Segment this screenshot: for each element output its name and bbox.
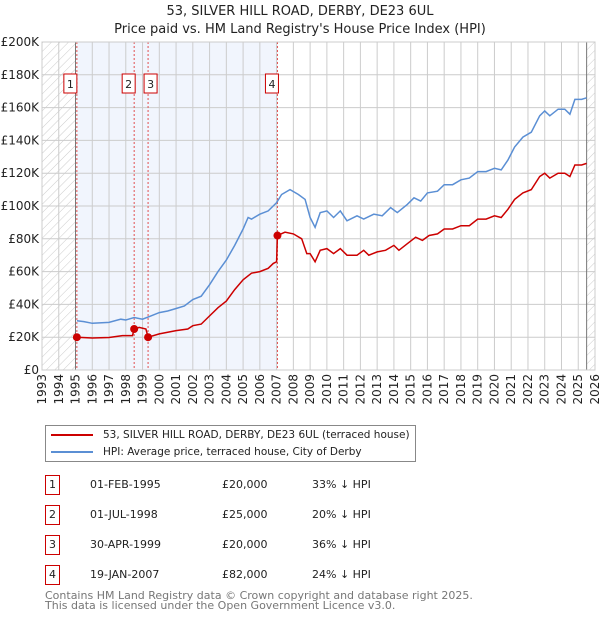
sale-point <box>144 333 153 342</box>
x-tick-label: 1994 <box>52 374 66 405</box>
hpi-line <box>76 97 587 325</box>
sale-label-box <box>121 73 136 94</box>
footer: Contains HM Land Registry data © Crown c… <box>45 589 473 612</box>
sale-label-number: 1 <box>67 78 74 91</box>
footer-copyright: Contains HM Land Registry data © Crown c… <box>45 589 473 602</box>
legend-swatch <box>51 434 93 436</box>
chart-title: 53, SILVER HILL ROAD, DERBY, DE23 6UL Pr… <box>0 3 600 39</box>
sale-hpi-diff: 20% ↓ HPI <box>312 508 371 521</box>
sale-hpi-diff: 36% ↓ HPI <box>312 538 371 551</box>
x-tick-label: 2009 <box>303 374 317 405</box>
legend-item-property: 53, SILVER HILL ROAD, DERBY, DE23 6UL (t… <box>51 427 410 443</box>
legend-item-hpi: HPI: Average price, terraced house, City… <box>51 444 362 460</box>
x-tick-label: 2015 <box>404 374 418 405</box>
y-tick-label: £40K <box>8 297 40 311</box>
x-tick-label: 2008 <box>286 374 300 405</box>
x-tick-label: 2005 <box>236 374 250 405</box>
x-tick-label: 2013 <box>370 374 384 405</box>
y-tick-label: £160K <box>1 101 41 115</box>
x-tick-label: 2001 <box>169 374 183 405</box>
price-chart: 1 2 3 4 £0 £20K £40K £60K £80K £100K £120K £140K £16… <box>1 35 600 405</box>
legend-label: 53, SILVER HILL ROAD, DERBY, DE23 6UL (t… <box>103 429 410 441</box>
x-tick-label: 2006 <box>253 374 267 405</box>
x-tick-label: 1993 <box>35 374 49 405</box>
y-tick-label: £120K <box>1 166 41 180</box>
property-price-line <box>76 162 587 339</box>
x-tick-label: 2024 <box>554 374 568 405</box>
x-tick-label: 2022 <box>521 374 535 405</box>
x-tick-label: 1999 <box>136 374 150 405</box>
x-tick-label: 2018 <box>454 374 468 405</box>
sale-hpi-diff: 24% ↓ HPI <box>312 568 371 581</box>
y-tick-label: £100K <box>1 199 41 213</box>
x-tick-label: 2014 <box>387 374 401 405</box>
x-tick-label: 2011 <box>337 374 351 405</box>
sale-price: £20,000 <box>222 538 268 551</box>
sale-number-badge: 3 <box>45 535 60 555</box>
title-line: 53, SILVER HILL ROAD, DERBY, DE23 6UL <box>166 4 434 19</box>
y-tick-label: £180K <box>1 68 41 82</box>
x-tick-label: 2019 <box>471 374 485 405</box>
sale-label-number: 2 <box>125 78 132 91</box>
sale-point <box>273 231 282 240</box>
x-tick-label: 1998 <box>119 374 133 405</box>
x-tick-label: 2017 <box>437 374 451 405</box>
x-tick-label: 2021 <box>504 374 518 405</box>
x-tick-label: 2010 <box>320 374 334 405</box>
sale-price: £25,000 <box>222 508 268 521</box>
y-tick-label: £80K <box>8 232 40 246</box>
y-tick-label: £0 <box>24 363 39 377</box>
x-tick-label: 2000 <box>152 374 166 405</box>
sale-date: 30-APR-1999 <box>90 538 162 551</box>
sale-hpi-diff: 33% ↓ HPI <box>312 478 371 491</box>
x-tick-label: 1995 <box>69 374 83 405</box>
sale-date: 19-JAN-2007 <box>90 568 160 581</box>
x-tick-label: 1996 <box>85 374 99 405</box>
sale-number-badge: 1 <box>45 475 60 495</box>
y-tick-label: £60K <box>8 265 40 279</box>
x-tick-label: 1997 <box>102 374 116 405</box>
sale-price: £20,000 <box>222 478 268 491</box>
x-tick-label: 2016 <box>420 374 434 405</box>
y-tick-label: £140K <box>1 133 41 147</box>
legend-label: HPI: Average price, terraced house, City… <box>103 446 362 458</box>
sale-label-box <box>143 73 158 94</box>
footer-licence: This data is licensed under the Open Gov… <box>45 599 396 612</box>
x-tick-label: 2023 <box>538 374 552 405</box>
x-tick-label: 2004 <box>219 374 233 405</box>
y-tick-label: £200K <box>1 35 41 49</box>
sale-date: 01-FEB-1995 <box>90 478 161 491</box>
x-tick-label: 2003 <box>203 374 217 405</box>
sale-label-box <box>63 73 78 94</box>
x-tick-label: 2020 <box>487 374 501 405</box>
y-tick-label: £20K <box>8 330 40 344</box>
sale-date: 01-JUL-1998 <box>90 508 158 521</box>
sale-label-box <box>264 73 279 94</box>
sale-label-number: 4 <box>268 78 275 91</box>
legend-swatch <box>51 451 93 453</box>
legend: 53, SILVER HILL ROAD, DERBY, DE23 6UL (t… <box>45 425 416 462</box>
x-tick-label: 2012 <box>353 374 367 405</box>
subtitle-line: Price paid vs. HM Land Registry's House … <box>114 22 486 37</box>
sale-price: £82,000 <box>222 568 268 581</box>
sale-number-badge: 4 <box>45 565 60 585</box>
x-tick-label: 2026 <box>588 374 600 405</box>
sale-label-number: 3 <box>147 78 154 91</box>
x-tick-label: 2025 <box>571 374 585 405</box>
plot-border <box>41 41 596 371</box>
sale-point <box>130 325 139 333</box>
sale-point <box>72 333 81 342</box>
sale-number-badge: 2 <box>45 505 60 525</box>
x-tick-label: 2002 <box>186 374 200 405</box>
x-tick-label: 2007 <box>270 374 284 405</box>
